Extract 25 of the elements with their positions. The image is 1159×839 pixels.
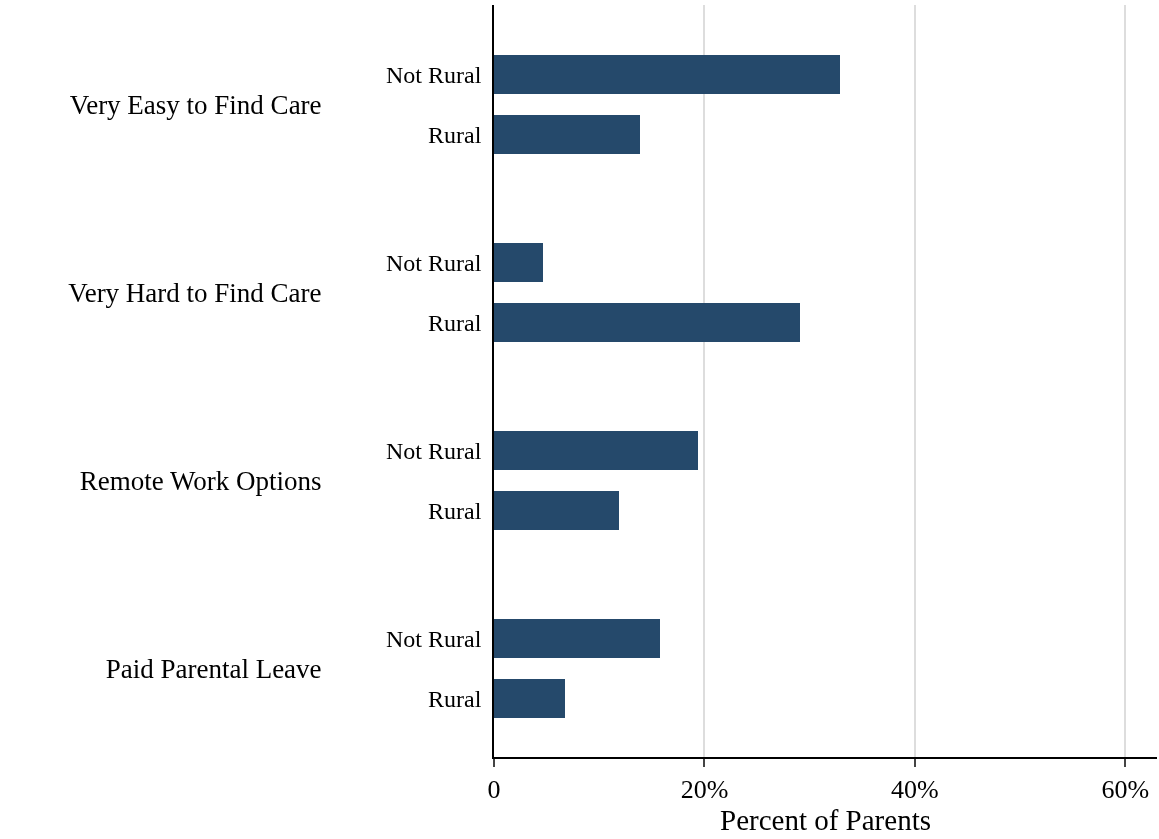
x-axis-title: Percent of Parents bbox=[720, 804, 931, 837]
bar bbox=[494, 115, 640, 154]
bar bbox=[494, 55, 840, 94]
y-tick-label: Paid Parental Leave bbox=[105, 654, 322, 685]
x-tick-label: 60% bbox=[1101, 775, 1150, 805]
text: Not Rural bbox=[386, 438, 482, 464]
x-tick-label: 40% bbox=[891, 775, 939, 805]
bar bbox=[494, 243, 543, 282]
text: Not Rural bbox=[386, 250, 482, 276]
bar bbox=[494, 679, 565, 718]
text: Rural bbox=[428, 498, 482, 524]
text: Rural bbox=[428, 310, 482, 336]
bar bbox=[494, 431, 698, 470]
bar bbox=[494, 619, 660, 658]
series-label: Rural bbox=[428, 122, 482, 148]
text: Not Rural bbox=[386, 626, 482, 652]
text: Rural bbox=[428, 686, 482, 712]
y-tick-label: Very Easy to Find Care bbox=[69, 90, 322, 121]
y-tick-label: Remote Work Options bbox=[79, 466, 322, 497]
x-tick-label: 20% bbox=[680, 775, 729, 805]
y-tick-label: Very Hard to Find Care bbox=[68, 278, 322, 309]
bar bbox=[494, 303, 800, 342]
bar bbox=[494, 491, 619, 530]
x-tick-label: 0 bbox=[487, 775, 501, 805]
series-label: Not Rural bbox=[386, 62, 482, 88]
